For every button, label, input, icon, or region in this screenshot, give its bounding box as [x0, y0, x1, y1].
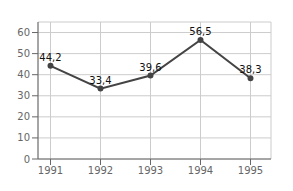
- svg-text:50: 50: [17, 48, 30, 59]
- svg-text:1995: 1995: [238, 165, 263, 176]
- svg-text:20: 20: [17, 111, 30, 122]
- svg-text:56,5: 56,5: [189, 26, 211, 37]
- svg-text:38,3: 38,3: [239, 64, 261, 75]
- svg-text:33,4: 33,4: [89, 75, 111, 86]
- svg-text:10: 10: [17, 132, 30, 143]
- svg-text:1992: 1992: [88, 165, 113, 176]
- svg-text:1993: 1993: [138, 165, 163, 176]
- svg-text:1994: 1994: [188, 165, 213, 176]
- svg-text:60: 60: [17, 27, 30, 38]
- svg-text:44,2: 44,2: [39, 52, 61, 63]
- svg-text:1991: 1991: [38, 165, 63, 176]
- svg-text:30: 30: [17, 90, 30, 101]
- svg-text:0: 0: [24, 154, 30, 165]
- svg-text:39,6: 39,6: [139, 62, 161, 73]
- svg-text:40: 40: [17, 69, 30, 80]
